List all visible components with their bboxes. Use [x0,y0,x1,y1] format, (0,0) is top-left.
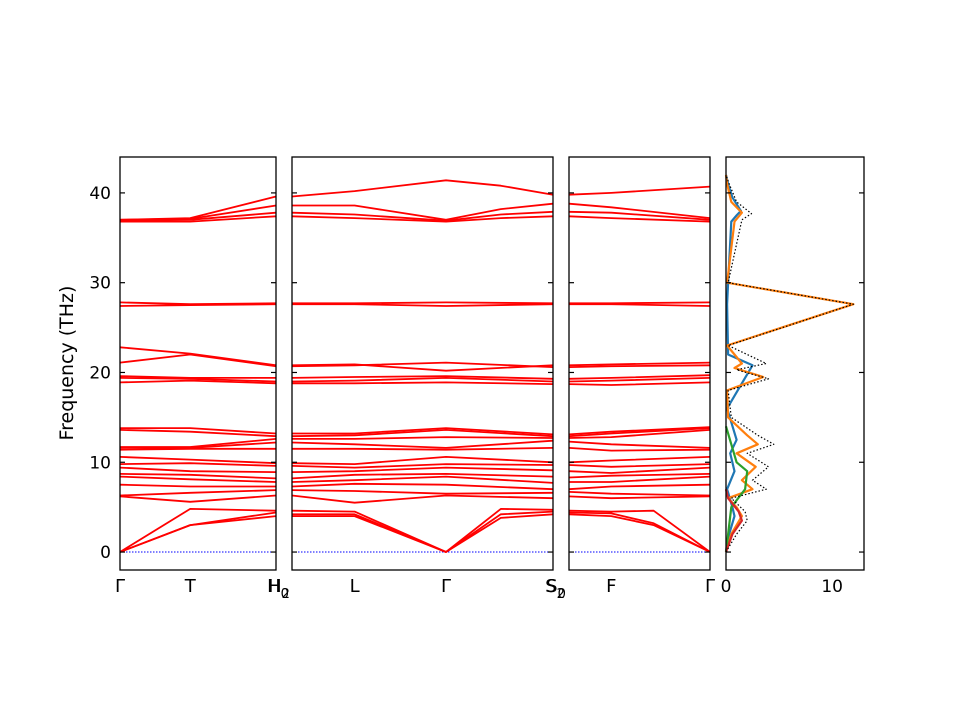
phonon-band-line [292,381,554,385]
phonon-band-line [291,489,554,495]
dos-curve [724,425,749,553]
phonon-band-line [568,463,711,468]
phonon-band-line [568,440,711,449]
phonon-band-line [119,346,277,367]
phonon-band-line [291,363,554,372]
x-tick-label: Γ [705,576,715,597]
phonon-band-line [568,456,711,464]
phonon-band-line [119,489,277,497]
x-tick-label: S0 [546,576,566,602]
phonon-band-line [119,507,277,553]
phonon-band-line [291,455,554,466]
phonon-band-line [120,427,277,435]
y-axis-label: Frequency (THz) [56,286,78,441]
phonon-band-line [568,511,711,553]
phonon-band-line [568,364,711,368]
y-tick-label: 40 [89,184,111,204]
panel-frame [119,156,277,571]
phonon-band-line [292,427,554,436]
phonon-band-line [291,466,554,473]
phonon-band-line [568,374,711,380]
y-tick-label: 0 [100,543,111,563]
phonon-band-line [119,494,277,503]
phonon-band-line [119,429,277,438]
phonon-band-line [291,215,554,223]
x-tick-label: Γ [115,576,125,597]
phonon-band-line [119,195,277,221]
phonon-band-line [292,202,554,221]
phonon-band-line [119,473,277,480]
phonon-band-line [120,438,277,448]
phonon-band-line [569,301,711,305]
phonon-band-line [292,436,554,440]
dos-layer [724,174,855,553]
x-tick-label: H2 [268,576,290,602]
phonon-band-line [568,381,711,386]
phonon-band-line [291,428,554,438]
phonon-band-line [568,491,711,497]
phonon-band-line [568,361,711,367]
dos-x-tick-label: 0 [721,577,732,597]
x-tick-label: L [350,576,360,597]
phonon-band-line [291,439,554,449]
phonon-band-line [569,475,711,483]
phonon-band-line [119,466,277,473]
phonon-band-line [119,462,277,467]
x-tick-label: H0 [267,576,289,602]
phonon-band-line [568,509,711,553]
phonon-band-line [119,379,277,385]
phonon-band-line [291,475,554,484]
dos-frame [725,156,865,571]
phonon-band-line [291,472,554,480]
phonon-band-line [291,507,554,553]
phonon-band-line [291,482,554,491]
phonon-band-line [568,210,711,221]
panel-frame [291,156,554,571]
phonon-band-line [119,475,277,483]
phonon-band-line [119,483,276,488]
phonon-band-line [119,511,277,553]
dos-curve [724,488,744,553]
phonon-band-line [568,466,711,474]
x-tick-label: T [184,576,197,597]
dos-x-tick-label: 10 [821,577,843,597]
phonon-band-line [120,215,277,223]
phonon-band-line [291,376,554,383]
panel-frame [568,156,711,571]
phonon-band-line [568,185,711,196]
y-tick-label: 30 [89,274,111,294]
phonon-band-line [119,447,276,451]
phonon-band-line [292,301,554,305]
phonon-band-line [568,447,711,452]
x-tick-label: S2 [545,576,565,602]
phonon-band-line [568,426,711,436]
y-tick-label: 20 [89,363,111,383]
phonon-band-line [119,301,277,306]
phonon-band-line [569,303,711,307]
y-tick-label: 10 [89,453,111,473]
phonon-band-line [568,429,711,439]
phonon-band-line [292,303,554,307]
phonon-band-line [568,215,711,223]
phonon-band-line [568,473,711,479]
phonon-band-line [568,377,711,383]
phonon-band-line [292,447,554,451]
phonon-band-line [119,456,277,465]
phonon-band-line [291,463,554,469]
phonon-band-line [568,427,711,438]
x-tick-label: F [606,576,616,597]
phonon-band-line [291,375,554,380]
x-tick-label: Γ [441,576,451,597]
band-layer [119,179,711,553]
phonon-band-line [291,494,554,504]
phonon-band-line [291,179,554,198]
phonon-band-line [568,483,711,491]
phonon-band-line [568,495,711,500]
phonon-band-line [119,375,276,379]
phonon-band-line [568,202,711,219]
